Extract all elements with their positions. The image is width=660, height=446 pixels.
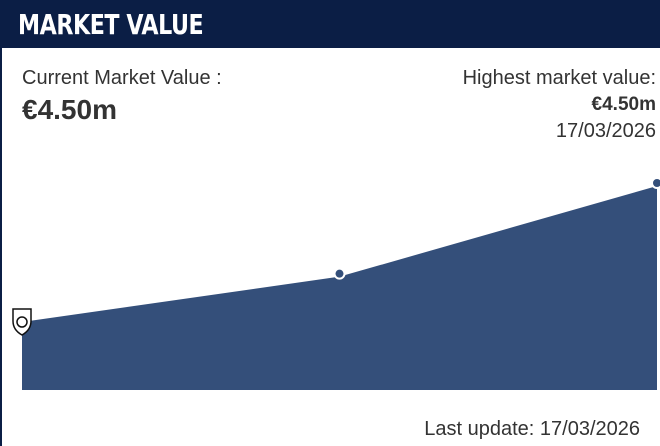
area (22, 186, 657, 390)
current-label: Current Market Value : (22, 67, 222, 89)
highest-value: €4.50m (591, 94, 656, 115)
current-value: €4.50m (22, 94, 117, 125)
header-title: MARKET VALUE (18, 8, 204, 41)
header: MARKET VALUE (2, 0, 660, 48)
highest-label: Highest market value: (462, 67, 656, 89)
highest-date: 17/03/2026 (555, 120, 656, 142)
point (651, 177, 660, 189)
last-update: Last update: 17/03/2026 (424, 418, 640, 440)
club-badge (12, 308, 32, 336)
point (333, 267, 346, 280)
badge-emblem (16, 316, 28, 328)
